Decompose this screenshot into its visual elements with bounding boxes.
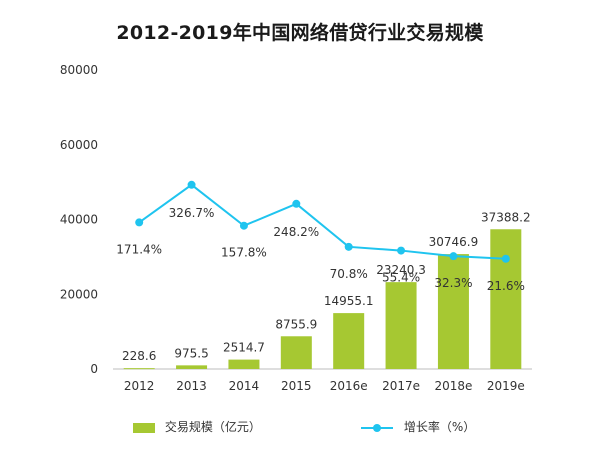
chart-title: 2012-2019年中国网络借贷行业交易规模	[116, 22, 484, 44]
bar	[280, 336, 312, 369]
bar-series	[123, 229, 522, 370]
growth-point	[135, 218, 144, 227]
growth-value-label: 70.8%	[330, 267, 368, 281]
legend-item-growth: 增长率（%）	[360, 418, 475, 435]
growth-value-label: 157.8%	[221, 246, 267, 260]
data-labels: 228.6 975.5 2514.7 8755.9 14955.1 23240.33074…	[116, 206, 530, 363]
growth-value-label: 55.4%	[382, 271, 420, 285]
growth-point	[501, 254, 510, 263]
y-tick-label: 60000	[60, 138, 98, 152]
growth-value-label: 326.7%	[169, 206, 215, 220]
x-tick-label: 2015	[281, 379, 312, 393]
growth-point	[449, 252, 458, 261]
x-tick-label: 2018e	[434, 379, 472, 393]
line-series	[135, 180, 510, 263]
bar-value-label: 14955.1	[324, 294, 374, 308]
bar-value-label: 2514.7	[223, 341, 265, 355]
growth-line	[138, 183, 506, 260]
bar-value-label: 8755.9	[275, 317, 317, 331]
growth-value-label: 248.2%	[273, 225, 319, 239]
bar	[490, 229, 522, 369]
growth-point	[397, 246, 406, 255]
x-tick-label: 2013	[176, 379, 207, 393]
legend-bar-swatch	[133, 422, 155, 433]
x-tick-label: 2016e	[330, 379, 368, 393]
y-tick-label: 0	[90, 362, 98, 376]
growth-value-label: 32.3%	[434, 276, 472, 290]
x-tick-label: 2014	[229, 379, 260, 393]
y-tick-label: 80000	[60, 63, 98, 77]
bar-value-label: 30746.9	[429, 235, 479, 249]
growth-point	[292, 199, 301, 208]
bar	[176, 365, 208, 369]
bar	[228, 359, 260, 369]
growth-point	[239, 221, 248, 230]
growth-value-label: 21.6%	[487, 279, 525, 293]
growth-point	[187, 180, 196, 189]
x-tick-label: 2017e	[382, 379, 420, 393]
bar-value-label: 975.5	[174, 346, 208, 360]
bar	[123, 368, 155, 370]
legend-line-swatch	[361, 423, 393, 432]
bar-value-label: 23240.3	[376, 263, 426, 277]
growth-point	[344, 242, 353, 251]
y-tick-label: 20000	[60, 287, 98, 301]
x-tick-label: 2012	[124, 379, 155, 393]
legend-item-volume: 交易规模（亿元）	[133, 418, 261, 435]
bar	[437, 254, 469, 369]
legend-label-growth: 增长率（%）	[403, 420, 476, 434]
growth-value-label: 171.4%	[116, 242, 162, 256]
bar-value-label: 228.6	[122, 349, 156, 363]
legend-label-volume: 交易规模（亿元）	[164, 420, 261, 434]
axes: 0 20000 40000 60000 80000 2012 2013 2014 2015 201…	[60, 63, 532, 393]
bar-value-label: 37388.2	[481, 210, 531, 224]
y-tick-label: 40000	[60, 213, 98, 227]
bar	[333, 313, 365, 369]
x-tick-label: 2019e	[487, 379, 525, 393]
bar	[385, 282, 417, 369]
